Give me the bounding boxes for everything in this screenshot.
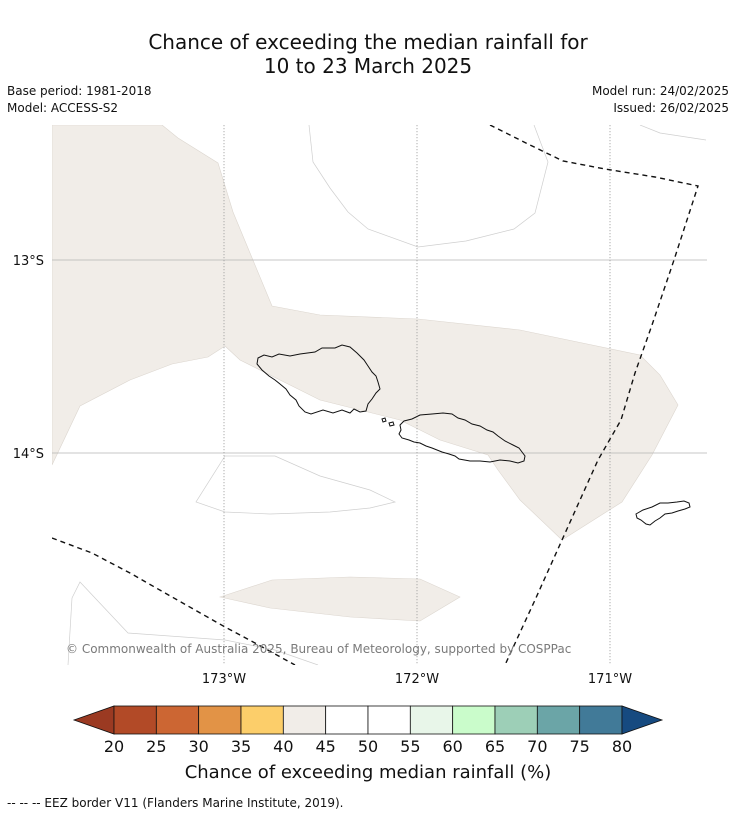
colorbar-segment xyxy=(367,705,411,735)
longitude-label-173w: 173°W xyxy=(202,672,246,687)
colorbar-tick-label: 65 xyxy=(485,737,505,756)
shading-west-region xyxy=(52,125,679,541)
contour-north xyxy=(308,125,549,248)
colorbar-tick-label: 55 xyxy=(400,737,420,756)
colorbar-tick-label: 25 xyxy=(146,737,166,756)
graticule-meridians xyxy=(223,125,611,665)
upolu-island xyxy=(398,412,526,464)
apolima-islet xyxy=(381,417,387,423)
colorbar-segment xyxy=(113,705,157,735)
colorbar-tick-label: 70 xyxy=(527,737,547,756)
eez-border-southwest xyxy=(52,537,296,665)
colorbar-segment xyxy=(536,705,581,735)
colorbar-segment xyxy=(240,705,284,735)
manono-islet xyxy=(388,421,395,427)
colorbar-over-arrow xyxy=(621,705,664,735)
meta-right: Model run: 24/02/2025 Issued: 26/02/2025 xyxy=(592,83,729,117)
tutuila-island xyxy=(635,500,691,526)
savaii-island xyxy=(256,344,381,415)
latitude-label-14s: 14°S xyxy=(13,447,44,462)
contour-lines xyxy=(67,125,707,665)
latitude-label-13s: 13°S xyxy=(13,254,44,269)
coastlines xyxy=(256,344,691,526)
colorbar-tick-label: 75 xyxy=(569,737,589,756)
shading-south-band xyxy=(218,576,461,622)
colorbar-tick-label: 45 xyxy=(315,737,335,756)
colorbar-tick-label: 20 xyxy=(104,737,124,756)
contour-southwest-corner xyxy=(71,581,319,665)
map-title-line-2: 10 to 23 March 2025 xyxy=(263,54,473,78)
graticule xyxy=(52,259,707,454)
colorbar-segment xyxy=(282,705,327,735)
contour-southwest-loop xyxy=(195,455,397,515)
longitude-label-171w: 171°W xyxy=(588,672,632,687)
colorbar-segment xyxy=(325,705,369,735)
colorbar-tick-label: 35 xyxy=(231,737,251,756)
map-area: © Commonwealth of Australia 2025, Bureau… xyxy=(52,125,707,665)
contour-northeast xyxy=(639,125,707,141)
colorbar-segment xyxy=(494,705,538,735)
copyright-text: © Commonwealth of Australia 2025, Bureau… xyxy=(66,642,571,656)
map-title-line-1: Chance of exceeding the median rainfall … xyxy=(148,30,588,54)
colorbar-segment xyxy=(452,705,496,735)
model-text: Model: ACCESS-S2 xyxy=(7,101,119,115)
colorbar-tick-labels: 20 25 30 35 40 45 50 55 60 65 70 75 80 xyxy=(104,737,632,756)
probability-shading xyxy=(52,125,679,622)
map-title: Chance of exceeding the median rainfall … xyxy=(0,30,736,78)
colorbar-segment xyxy=(198,705,242,735)
colorbar-tick-label: 60 xyxy=(442,737,462,756)
colorbar-tick-label: 50 xyxy=(358,737,378,756)
colorbar-tick-label: 30 xyxy=(188,737,208,756)
base-period-text: Base period: 1981-2018 xyxy=(7,84,152,98)
eez-footnote: -- -- -- EEZ border V11 (Flanders Marine… xyxy=(7,796,344,810)
colorbar-title: Chance of exceeding median rainfall (%) xyxy=(185,762,552,783)
colorbar-segment xyxy=(409,705,454,735)
colorbar xyxy=(72,705,664,735)
issued-text: Issued: 26/02/2025 xyxy=(613,101,729,115)
longitude-label-172w: 172°W xyxy=(395,672,439,687)
colorbar-tick-label: 40 xyxy=(273,737,293,756)
colorbar-tick-label: 80 xyxy=(612,737,632,756)
colorbar-segment xyxy=(155,705,200,735)
meta-left: Base period: 1981-2018 Model: ACCESS-S2 xyxy=(7,83,152,117)
eez-border xyxy=(52,125,699,665)
contour-southwest-edge xyxy=(67,597,73,665)
colorbar-segment xyxy=(579,705,623,735)
model-run-text: Model run: 24/02/2025 xyxy=(591,84,729,98)
colorbar-under-arrow xyxy=(72,705,115,735)
